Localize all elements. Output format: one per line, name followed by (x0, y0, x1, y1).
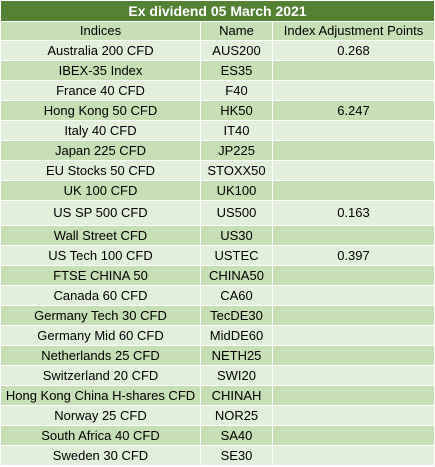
index-cell[interactable]: FTSE CHINA 50 (0, 265, 201, 286)
name-cell[interactable]: UK100 (200, 180, 273, 201)
points-cell[interactable] (272, 385, 435, 406)
table-row: France 40 CFD F40 (0, 80, 435, 101)
points-cell[interactable] (272, 80, 435, 101)
name-cell[interactable]: IT40 (200, 120, 273, 141)
index-cell[interactable]: Sweden 30 CFD (0, 445, 201, 466)
index-cell[interactable]: Hong Kong China H-shares CFD (0, 385, 201, 406)
table-row: Norway 25 CFD NOR25 (0, 405, 435, 426)
table-row: IBEX-35 Index ES35 (0, 60, 435, 81)
table-row: Hong Kong 50 CFD HK50 6.247 (0, 100, 435, 121)
index-cell[interactable]: Wall Street CFD (0, 225, 201, 246)
points-cell[interactable] (272, 405, 435, 426)
points-cell[interactable] (272, 365, 435, 386)
table-row: Hong Kong China H-shares CFD CHINAH (0, 385, 435, 406)
table-row: Netherlands 25 CFD NETH25 (0, 345, 435, 366)
points-cell[interactable] (272, 425, 435, 446)
index-cell[interactable]: UK 100 CFD (0, 180, 201, 201)
name-cell[interactable]: USTEC (200, 245, 273, 266)
column-header-points[interactable]: Index Adjustment Points (272, 21, 435, 41)
name-cell[interactable]: TecDE30 (200, 305, 273, 326)
name-cell[interactable]: CHINAH (200, 385, 273, 406)
points-cell[interactable]: 0.397 (272, 245, 435, 266)
table-row: Sweden 30 CFD SE30 (0, 445, 435, 466)
name-cell[interactable]: ES35 (200, 60, 273, 81)
points-cell[interactable]: 0.268 (272, 40, 435, 61)
points-cell[interactable] (272, 445, 435, 466)
name-cell[interactable]: SA40 (200, 425, 273, 446)
table-row: Japan 225 CFD JP225 (0, 140, 435, 161)
table-row: South Africa 40 CFD SA40 (0, 425, 435, 446)
column-header-indices[interactable]: Indices (0, 21, 201, 41)
points-cell[interactable] (272, 325, 435, 346)
table-row: US Tech 100 CFD USTEC 0.397 (0, 245, 435, 266)
points-cell[interactable] (272, 120, 435, 141)
name-cell[interactable]: CA60 (200, 285, 273, 306)
table-row: Italy 40 CFD IT40 (0, 120, 435, 141)
points-cell[interactable] (272, 345, 435, 366)
index-cell[interactable]: Switzerland 20 CFD (0, 365, 201, 386)
index-cell[interactable]: Germany Tech 30 CFD (0, 305, 201, 326)
points-cell[interactable] (272, 265, 435, 286)
header-row: Indices Name Index Adjustment Points (0, 21, 435, 41)
name-cell[interactable]: JP225 (200, 140, 273, 161)
index-cell[interactable]: Netherlands 25 CFD (0, 345, 201, 366)
table-row: FTSE CHINA 50 CHINA50 (0, 265, 435, 286)
points-cell[interactable] (272, 305, 435, 326)
name-cell[interactable]: MidDE60 (200, 325, 273, 346)
table-row: US SP 500 CFD US500 0.163 (0, 200, 435, 226)
table-title: Ex dividend 05 March 2021 (0, 0, 435, 22)
points-cell[interactable]: 0.163 (272, 200, 435, 226)
name-cell[interactable]: SWI20 (200, 365, 273, 386)
index-cell[interactable]: IBEX-35 Index (0, 60, 201, 81)
index-cell[interactable]: Japan 225 CFD (0, 140, 201, 161)
name-cell[interactable]: F40 (200, 80, 273, 101)
column-header-name[interactable]: Name (200, 21, 273, 41)
index-cell[interactable]: Germany Mid 60 CFD (0, 325, 201, 346)
index-cell[interactable]: US Tech 100 CFD (0, 245, 201, 266)
table-row: Germany Tech 30 CFD TecDE30 (0, 305, 435, 326)
points-cell[interactable]: 6.247 (272, 100, 435, 121)
points-cell[interactable] (272, 140, 435, 161)
points-cell[interactable] (272, 60, 435, 81)
index-cell[interactable]: Hong Kong 50 CFD (0, 100, 201, 121)
table-row: Germany Mid 60 CFD MidDE60 (0, 325, 435, 346)
index-cell[interactable]: Italy 40 CFD (0, 120, 201, 141)
table-row: UK 100 CFD UK100 (0, 180, 435, 201)
points-cell[interactable] (272, 225, 435, 246)
points-cell[interactable] (272, 180, 435, 201)
points-cell[interactable] (272, 160, 435, 181)
name-cell[interactable]: NOR25 (200, 405, 273, 426)
name-cell[interactable]: US30 (200, 225, 273, 246)
name-cell[interactable]: AUS200 (200, 40, 273, 61)
table-row: Australia 200 CFD AUS200 0.268 (0, 40, 435, 61)
name-cell[interactable]: CHINA50 (200, 265, 273, 286)
index-cell[interactable]: Australia 200 CFD (0, 40, 201, 61)
index-cell[interactable]: Canada 60 CFD (0, 285, 201, 306)
table-row: Wall Street CFD US30 (0, 225, 435, 246)
index-cell[interactable]: France 40 CFD (0, 80, 201, 101)
index-cell[interactable]: Norway 25 CFD (0, 405, 201, 426)
index-cell[interactable]: US SP 500 CFD (0, 200, 201, 226)
name-cell[interactable]: US500 (200, 200, 273, 226)
name-cell[interactable]: HK50 (200, 100, 273, 121)
index-cell[interactable]: South Africa 40 CFD (0, 425, 201, 446)
name-cell[interactable]: NETH25 (200, 345, 273, 366)
name-cell[interactable]: SE30 (200, 445, 273, 466)
table-row: EU Stocks 50 CFD STOXX50 (0, 160, 435, 181)
name-cell[interactable]: STOXX50 (200, 160, 273, 181)
index-cell[interactable]: EU Stocks 50 CFD (0, 160, 201, 181)
title-row: Ex dividend 05 March 2021 (0, 0, 435, 22)
points-cell[interactable] (272, 285, 435, 306)
table-row: Canada 60 CFD CA60 (0, 285, 435, 306)
table-row: Switzerland 20 CFD SWI20 (0, 365, 435, 386)
